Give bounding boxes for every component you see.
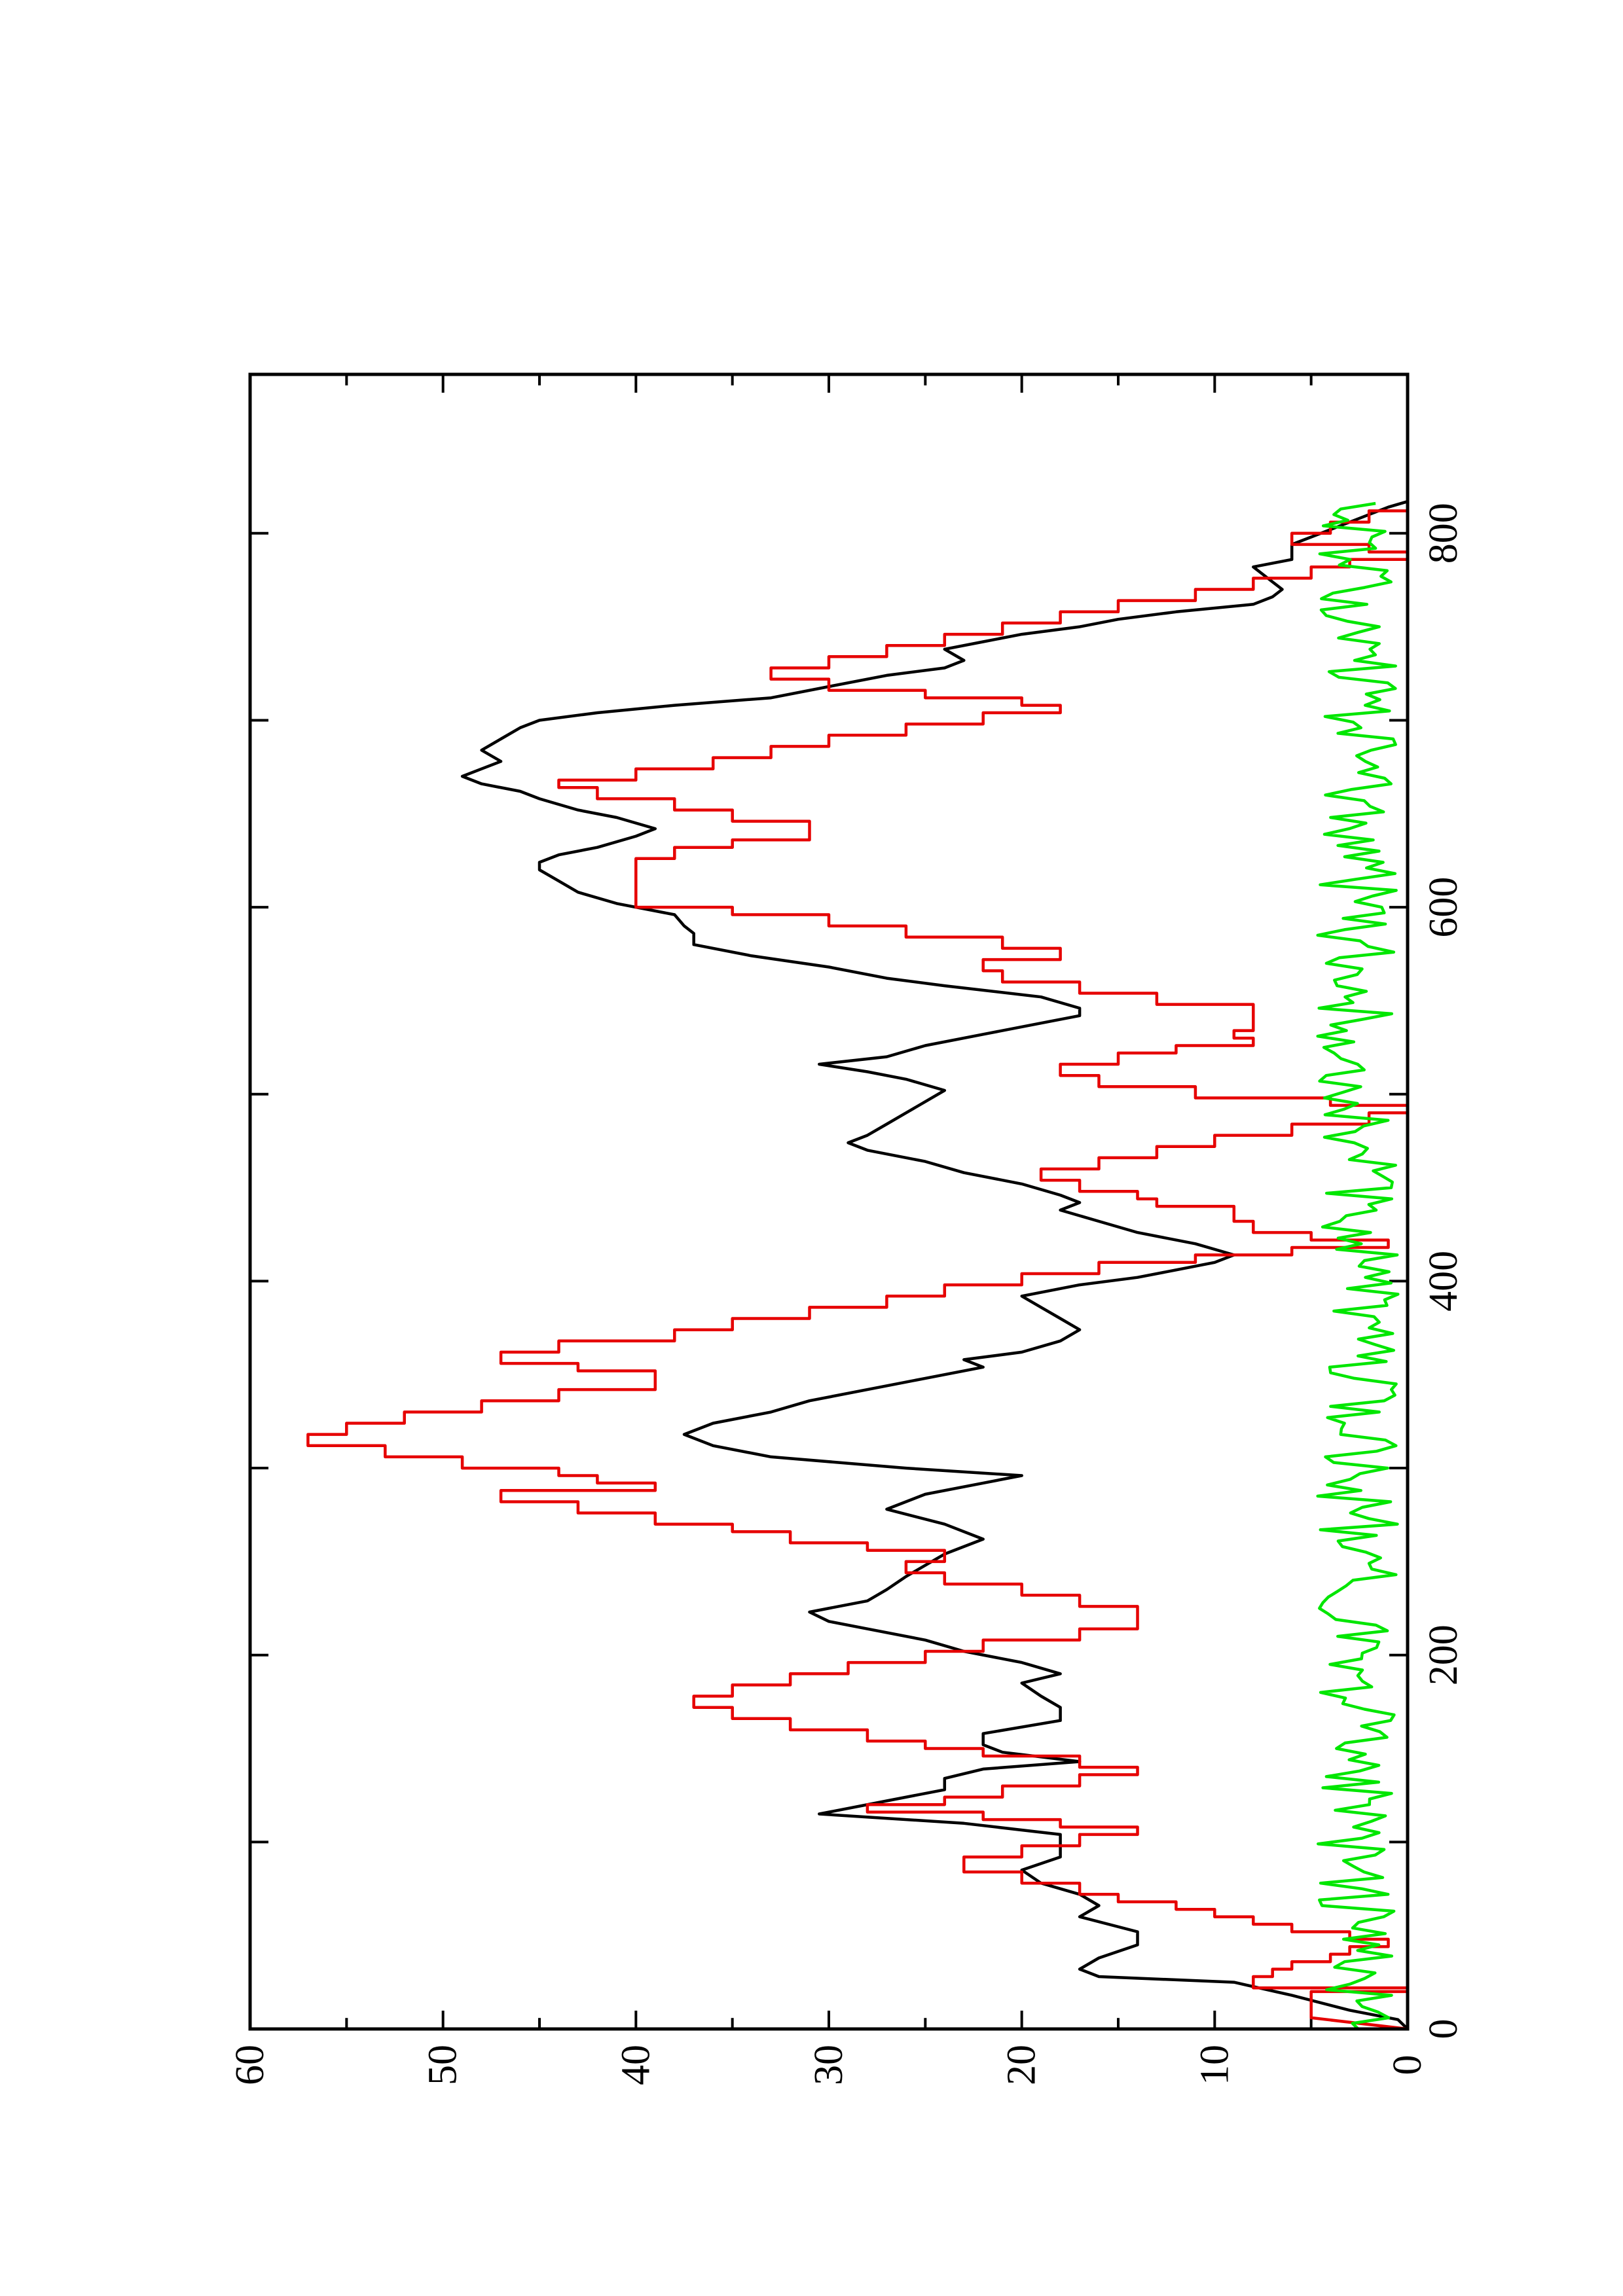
y-tick-label: 0 [1385, 2055, 1430, 2075]
series-line-0 [460, 500, 1409, 2030]
plot-frame [248, 372, 1410, 2031]
x-tick-label: 200 [1421, 1624, 1466, 1685]
y-tick-label: 60 [228, 2045, 272, 2085]
y-tick-label: 40 [613, 2045, 658, 2085]
y-tick-label: 50 [421, 2045, 465, 2085]
x-tick-label: 800 [1421, 503, 1466, 564]
tick-labels: 0 200 400 600 800 0 10 20 30 40 50 60 [228, 503, 1466, 2085]
series-line-2 [1316, 501, 1400, 2030]
y-tick-label: 30 [807, 2045, 851, 2085]
series-line-1 [306, 501, 1410, 2031]
axis-ticks [249, 374, 1409, 2030]
series-group [306, 500, 1410, 2031]
x-tick-label: 600 [1421, 877, 1466, 938]
y-tick-label: 10 [1192, 2045, 1237, 2085]
y-tick-label: 20 [1000, 2045, 1044, 2085]
x-tick-label: 0 [1421, 2019, 1466, 2039]
x-tick-label: 400 [1421, 1251, 1466, 1312]
